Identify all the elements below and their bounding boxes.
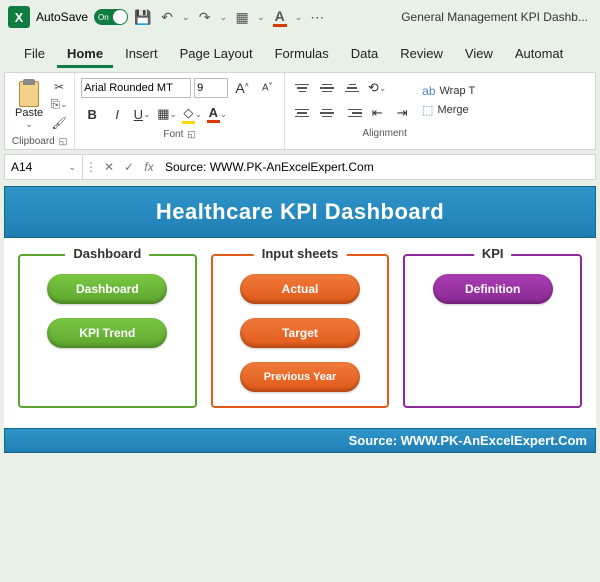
align-center-button[interactable] xyxy=(316,104,338,122)
increase-font-icon[interactable]: A˄ xyxy=(231,77,253,99)
tab-view[interactable]: View xyxy=(455,42,503,68)
btn-target[interactable]: Target xyxy=(240,318,360,348)
paste-dropdown-icon: ⌄ xyxy=(25,119,33,130)
tab-review[interactable]: Review xyxy=(390,42,453,68)
panel-input-sheets: Input sheets Actual Target Previous Year xyxy=(211,254,390,408)
increase-indent-button[interactable]: ⇥ xyxy=(391,102,413,124)
align-bottom-button[interactable] xyxy=(341,79,363,97)
merge-icon: ⬚ xyxy=(422,103,433,117)
name-box[interactable]: A14 ⌄ xyxy=(5,155,83,179)
borders-icon[interactable]: ▦ xyxy=(233,9,251,26)
group-alignment: ⟲⌄ ⇤ ⇥ ab Wrap T ⬚ Merge Alignment xyxy=(285,73,484,149)
group-font-label: Font xyxy=(163,129,183,140)
tab-file[interactable]: File xyxy=(14,42,55,68)
fill-color-button[interactable]: ◇⌄ xyxy=(181,103,203,125)
undo-icon[interactable]: ↶ xyxy=(158,9,176,26)
font-size-select[interactable] xyxy=(194,78,228,98)
borders-dropdown[interactable]: ⌄ xyxy=(257,12,265,23)
dashboard-title: Healthcare KPI Dashboard xyxy=(4,186,596,238)
qat-customize-icon[interactable]: ⋯ xyxy=(308,9,326,26)
panel-dashboard: Dashboard Dashboard KPI Trend xyxy=(18,254,197,408)
orientation-button[interactable]: ⟲⌄ xyxy=(366,77,388,99)
panel-dashboard-legend: Dashboard xyxy=(65,246,149,261)
btn-kpi-trend[interactable]: KPI Trend xyxy=(47,318,167,348)
autosave-label: AutoSave xyxy=(36,10,88,24)
title-bar: X AutoSave On 💾 ↶ ⌄ ↷ ⌄ ▦ ⌄ A ⌄ ⋯ General Ma… xyxy=(0,0,600,34)
paste-button[interactable]: Paste ⌄ xyxy=(11,77,47,132)
tab-home[interactable]: Home xyxy=(57,42,113,68)
tab-formulas[interactable]: Formulas xyxy=(265,42,339,68)
font-name-select[interactable] xyxy=(81,78,191,98)
align-left-button[interactable] xyxy=(291,104,313,122)
cell-reference: A14 xyxy=(11,160,32,174)
format-painter-icon[interactable]: 🖌 xyxy=(50,115,68,131)
bold-button[interactable]: B xyxy=(81,103,103,125)
dashboard-footer: Source: WWW.PK-AnExcelExpert.Com xyxy=(4,428,596,453)
excel-app-icon: X xyxy=(8,6,30,28)
tab-insert[interactable]: Insert xyxy=(115,42,168,68)
align-top-button[interactable] xyxy=(291,79,313,97)
merge-button[interactable]: ⬚ Merge xyxy=(419,102,478,118)
wrap-text-label: Wrap T xyxy=(440,85,476,97)
enter-formula-icon[interactable]: ✓ xyxy=(119,160,139,174)
autosave-toggle[interactable]: On xyxy=(94,9,128,25)
fx-icon[interactable]: fx xyxy=(139,160,159,174)
btn-definition[interactable]: Definition xyxy=(433,274,553,304)
paste-icon xyxy=(15,79,43,107)
copy-icon[interactable]: ⎘⌄ xyxy=(50,97,68,113)
btn-dashboard[interactable]: Dashboard xyxy=(47,274,167,304)
name-box-dropdown-icon: ⌄ xyxy=(68,162,76,173)
ribbon-tabs: File Home Insert Page Layout Formulas Da… xyxy=(0,34,600,68)
borders-button[interactable]: ▦⌄ xyxy=(156,103,178,125)
decrease-indent-button[interactable]: ⇤ xyxy=(366,102,388,124)
undo-dropdown[interactable]: ⌄ xyxy=(182,12,190,23)
group-alignment-label: Alignment xyxy=(362,128,406,139)
font-launcher-icon[interactable]: ◱ xyxy=(187,129,196,140)
save-icon[interactable]: 💾 xyxy=(134,9,152,26)
group-clipboard-label: Clipboard xyxy=(12,136,55,147)
paste-label: Paste xyxy=(15,107,43,119)
tab-data[interactable]: Data xyxy=(341,42,388,68)
tab-page-layout[interactable]: Page Layout xyxy=(170,42,263,68)
font-color-button[interactable]: A⌄ xyxy=(206,103,228,125)
cut-icon[interactable]: ✂ xyxy=(50,79,68,95)
document-title: General Management KPI Dashb... xyxy=(401,10,588,24)
formula-bar: A14⌄ ⋮ ✕ ✓ fx Source: WWW.PK-AnExcelExpe… xyxy=(4,154,596,180)
ribbon: Paste ⌄ ✂ ⎘⌄ 🖌 Clipboard ◱ A˄ A˅ B I U⌄ xyxy=(4,72,596,150)
align-middle-button[interactable] xyxy=(316,79,338,97)
btn-actual[interactable]: Actual xyxy=(240,274,360,304)
btn-previous-year[interactable]: Previous Year xyxy=(240,362,360,392)
formula-content[interactable]: Source: WWW.PK-AnExcelExpert.Com xyxy=(159,160,595,174)
tab-automate[interactable]: Automat xyxy=(505,42,573,68)
panel-kpi: KPI Definition xyxy=(403,254,582,408)
wrap-text-icon: ab xyxy=(422,84,435,98)
clipboard-launcher-icon[interactable]: ◱ xyxy=(59,136,68,147)
group-font: A˄ A˅ B I U⌄ ▦⌄ ◇⌄ A⌄ Font ◱ xyxy=(75,73,285,149)
underline-button[interactable]: U⌄ xyxy=(131,103,153,125)
redo-icon[interactable]: ↷ xyxy=(196,9,214,26)
redo-dropdown[interactable]: ⌄ xyxy=(220,12,228,23)
font-color-qat-icon[interactable]: A xyxy=(271,8,289,27)
dashboard-panels: Dashboard Dashboard KPI Trend Input shee… xyxy=(4,238,596,428)
panel-input-legend: Input sheets xyxy=(254,246,347,261)
panel-kpi-legend: KPI xyxy=(474,246,512,261)
group-clipboard: Paste ⌄ ✂ ⎘⌄ 🖌 Clipboard ◱ xyxy=(5,73,75,149)
merge-label: Merge xyxy=(437,104,468,116)
worksheet-canvas: Healthcare KPI Dashboard Dashboard Dashb… xyxy=(4,186,596,453)
italic-button[interactable]: I xyxy=(106,103,128,125)
align-right-button[interactable] xyxy=(341,104,363,122)
decrease-font-icon[interactable]: A˅ xyxy=(256,77,278,99)
font-color-qat-dropdown[interactable]: ⌄ xyxy=(295,12,303,23)
wrap-text-button[interactable]: ab Wrap T xyxy=(419,83,478,99)
cancel-formula-icon[interactable]: ✕ xyxy=(99,160,119,174)
